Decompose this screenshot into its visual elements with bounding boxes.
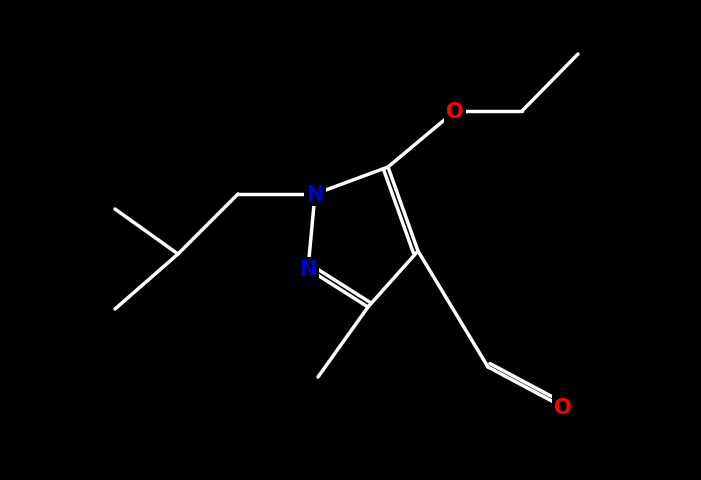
Text: N: N: [306, 185, 324, 204]
Text: O: O: [447, 102, 464, 122]
Text: N: N: [299, 260, 317, 279]
Text: O: O: [554, 397, 572, 417]
